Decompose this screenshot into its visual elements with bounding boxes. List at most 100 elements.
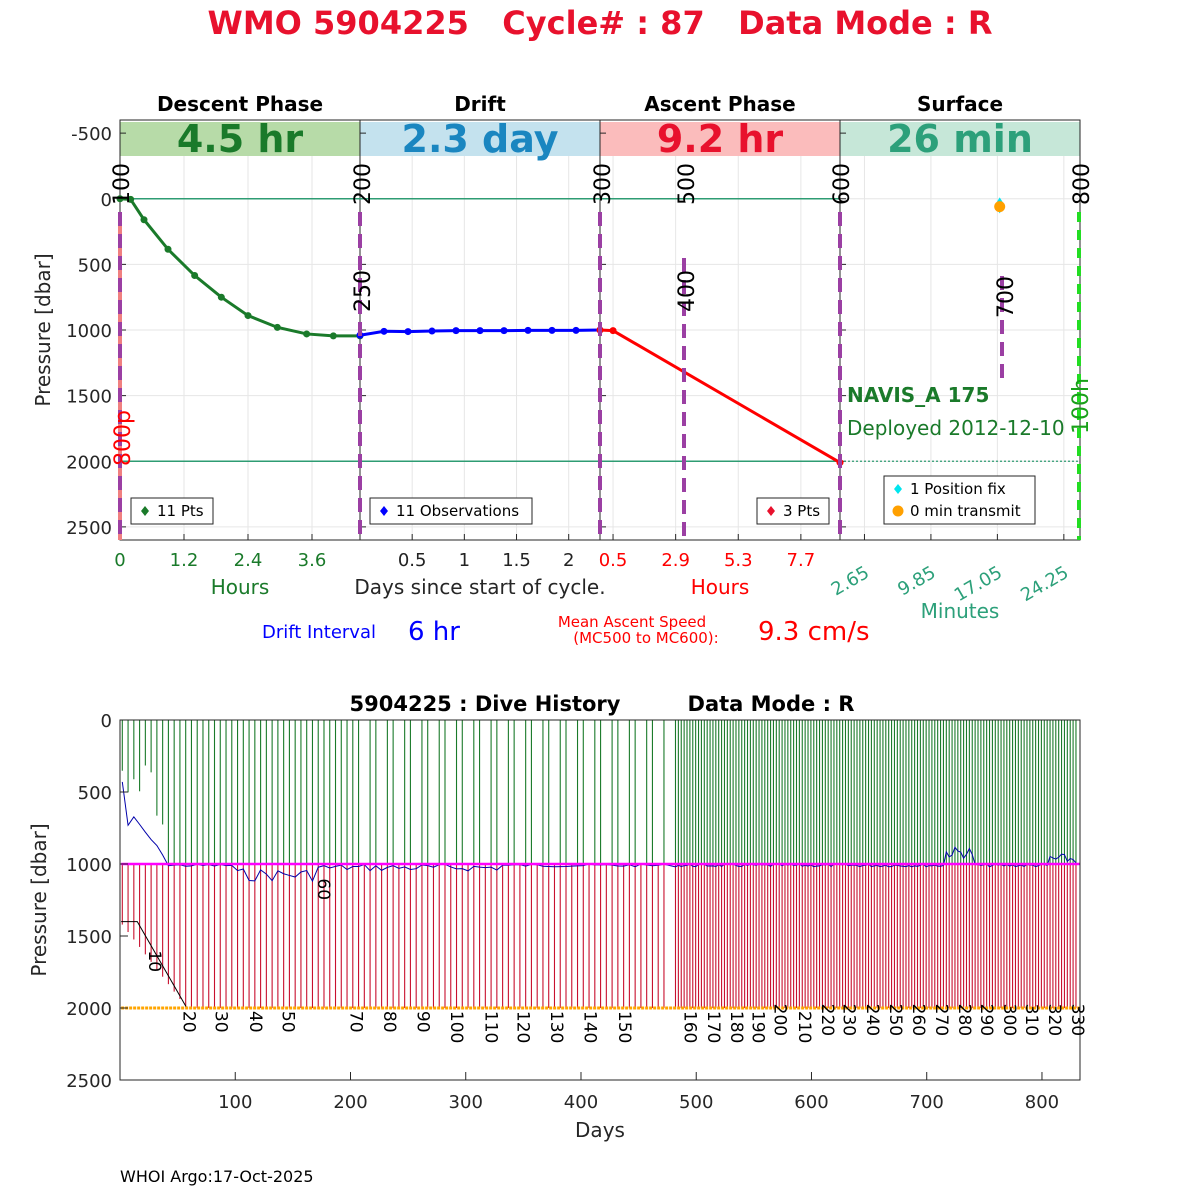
mission-code-label: 250 <box>351 270 376 312</box>
cycle-number-label: 110 <box>480 1011 500 1043</box>
y-tick-label: 500 <box>78 255 112 276</box>
cycle-number-label: 190 <box>748 1011 768 1043</box>
cycle-number-label: 100 <box>446 1011 466 1043</box>
ascent-speed-label-1: Mean Ascent Speed <box>558 613 706 631</box>
y-tick-label: -500 <box>71 124 112 145</box>
legend-marker <box>380 506 388 516</box>
cycle-number-label: 310 <box>1021 1004 1041 1036</box>
y-axis-label-top: Pressure [dbar] <box>31 253 55 406</box>
phase-duration: 26 min <box>887 117 1033 161</box>
x-tick-label: 1.2 <box>170 550 199 571</box>
series-point-descent <box>329 332 337 340</box>
phase-duration: 9.2 hr <box>657 117 784 161</box>
x-tick-label: 500 <box>679 1092 713 1113</box>
phase-band <box>840 122 1080 156</box>
drift-interval-value: 6 hr <box>408 617 460 647</box>
x-tick-label: 2.4 <box>234 550 263 571</box>
series-line-ascent <box>599 328 841 464</box>
ascent-speed-value: 9.3 cm/s <box>758 617 870 647</box>
mission-code-label: 200 <box>351 163 376 205</box>
cycle-number-label: 250 <box>885 1004 905 1036</box>
dive-history-panel: 0 500 1000 1500 2000 2500 100 200 300 400 500 600 70… <box>27 692 1087 1142</box>
mission-code-label: 300 <box>591 163 616 205</box>
cycle-number-label: 240 <box>862 1004 882 1036</box>
mission-code-label: 800 <box>1070 163 1095 205</box>
mission-code-label: 400 <box>675 270 700 312</box>
y-tick-label: 500 <box>78 783 112 804</box>
x-tick-label: 600 <box>794 1092 828 1113</box>
phase-band <box>600 122 840 156</box>
cycle-number-label: 70 <box>345 1011 365 1033</box>
series-point-drift <box>452 327 460 335</box>
legend-label: 1 Position fix <box>910 480 1006 498</box>
float-model: NAVIS_A 175 <box>847 383 989 407</box>
deployed-date: Deployed 2012-12-10 <box>847 416 1065 440</box>
cycle-number-label: 170 <box>703 1011 723 1043</box>
legend-box <box>369 497 533 525</box>
series-point-drift <box>476 327 484 335</box>
x-tick-label: 100 <box>218 1092 252 1113</box>
phase-label: Ascent Phase <box>644 92 795 116</box>
figure-title: WMO 5904225 Cycle# : 87 Data Mode : R <box>208 4 993 42</box>
y-tick-label: 1000 <box>66 321 112 342</box>
legend-marker <box>767 506 775 516</box>
legend-box <box>883 475 1036 525</box>
cycle-number-label: 30 <box>211 1011 231 1033</box>
phase-band <box>360 122 600 156</box>
phase-axis-label: Minutes <box>921 599 1000 623</box>
cycle-number-label: 50 <box>277 1011 297 1033</box>
y-tick-label: 2500 <box>66 1071 112 1092</box>
y-tick-label: 1000 <box>66 855 112 876</box>
reference-lines <box>120 198 1080 462</box>
mission-code-label: 500 <box>675 163 700 205</box>
y-tick-label: 2000 <box>66 452 112 473</box>
x-tick-label: 300 <box>449 1092 483 1113</box>
legend-label: 0 min transmit <box>910 502 1021 520</box>
series-point-descent <box>191 272 199 280</box>
early-profile-envelope <box>121 921 188 1009</box>
x-tick-label: 2.9 <box>661 550 690 571</box>
cycle-number-label: 320 <box>1044 1004 1064 1036</box>
dive-history-title: 5904225 : Dive History <box>350 692 621 716</box>
series-point-drift <box>524 326 532 334</box>
x-tick-label: 7.7 <box>787 550 816 571</box>
cycle-number-label: 220 <box>817 1004 837 1036</box>
cycle-number-label: 10 <box>144 950 164 972</box>
series-point-descent <box>244 312 252 320</box>
cycle-number-label: 40 <box>245 1011 265 1033</box>
phase-band <box>120 122 360 156</box>
drift-interval-label: Drift Interval <box>262 622 376 643</box>
mission-code-markers: 100 800p 200 250 300 400 500 600 700 800 100h <box>110 163 1095 540</box>
legend-label: 11 Observations <box>396 502 519 520</box>
series-point-descent <box>164 245 172 253</box>
cycle-number-label: 20 <box>178 1011 198 1033</box>
series-point-drift <box>404 328 412 336</box>
x-tick-label: 0.5 <box>398 550 427 571</box>
cycle-number-label: 80 <box>379 1011 399 1033</box>
mission-code-label: 100 <box>110 163 135 205</box>
x-tick-label: 800 <box>1025 1092 1059 1113</box>
series-point-ascent <box>609 327 617 335</box>
cycle-number-label: 150 <box>614 1011 634 1043</box>
x-tick-label: 5.3 <box>724 550 753 571</box>
dive-history-bars <box>121 720 1080 1010</box>
cycle-number-label: 330 <box>1067 1004 1087 1036</box>
x-tick-label: 0.5 <box>599 550 628 571</box>
cycle-number-label: 160 <box>680 1011 700 1043</box>
x-tick-label: 200 <box>333 1092 367 1113</box>
cycle-number-label: 230 <box>839 1004 859 1036</box>
x-axis-label-bottom: Days <box>575 1118 625 1142</box>
x-tick-label: 1.5 <box>502 550 531 571</box>
series-point-descent <box>303 330 311 338</box>
y-tick-label: 1500 <box>66 387 112 408</box>
x-tick-label: 2 <box>563 550 574 571</box>
cycle-number-label: 290 <box>976 1004 996 1036</box>
x-tick-label: 3.6 <box>298 550 327 571</box>
series-point-drift <box>428 327 436 335</box>
series-point-descent <box>127 195 135 203</box>
footer-credit: WHOI Argo:17-Oct-2025 <box>120 1167 314 1186</box>
mission-code-label: 700 <box>994 276 1019 318</box>
series-point-transmit <box>994 201 1006 213</box>
